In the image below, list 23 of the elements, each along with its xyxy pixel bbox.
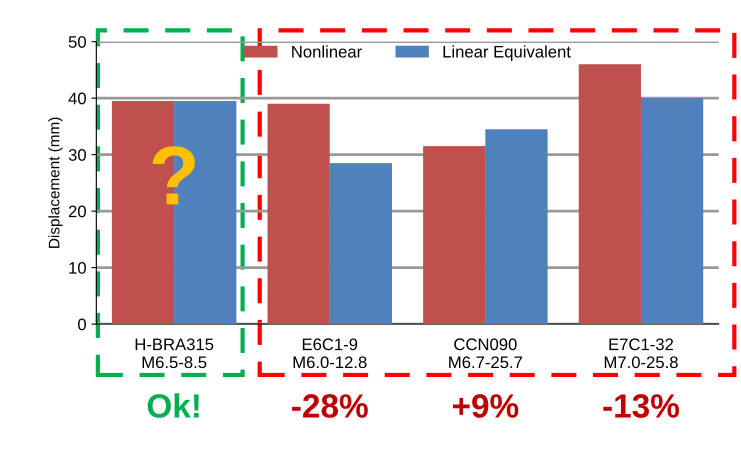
y-tick-label: 0: [78, 318, 86, 330]
y-axis-title: Displacement (mm): [48, 118, 63, 248]
y-tick-label: 20: [68, 206, 86, 218]
bar: [640, 98, 704, 324]
x-tick-label: CCN090 M6.7-25.7: [449, 338, 522, 368]
bar: [268, 104, 330, 324]
y-tick-label: 30: [68, 149, 86, 161]
bar: [485, 129, 548, 324]
text: -13%: [603, 394, 679, 418]
y-tick-label: 10: [69, 262, 86, 274]
text: Ok!: [148, 393, 199, 418]
x-tick-label: E6C1-9 M6.0-12.8: [294, 338, 367, 368]
bar: [578, 64, 641, 324]
y-tick-label: 50: [68, 36, 86, 48]
text: +9%: [452, 394, 518, 418]
legend-label: Linear Equivalent: [444, 45, 571, 61]
bar: [423, 146, 486, 324]
legend-label: Nonlinear: [292, 45, 362, 58]
x-tick-label: H-BRA315 M6.5-8.5: [136, 338, 214, 368]
x-tick-label: E7C1-32 M7.0-25.8: [604, 338, 678, 368]
y-tick-label: 40: [68, 92, 86, 104]
text: -28%: [292, 394, 368, 418]
bar: [330, 163, 392, 324]
